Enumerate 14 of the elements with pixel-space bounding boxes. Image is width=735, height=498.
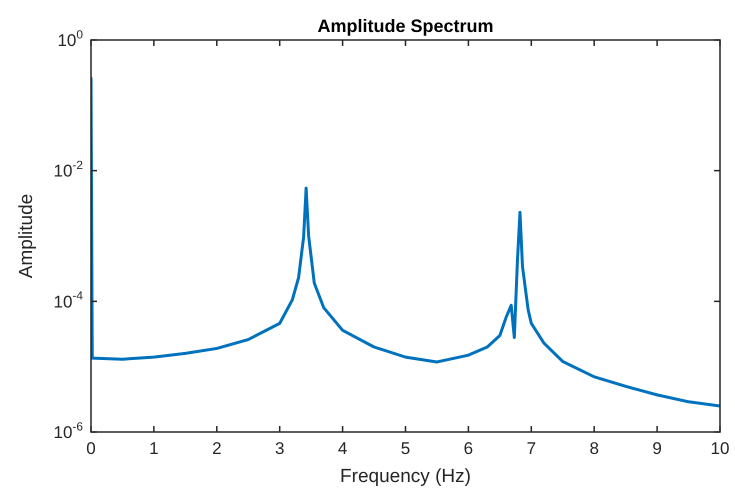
- x-tick-label: 4: [338, 439, 348, 458]
- chart-title: Amplitude Spectrum: [317, 16, 494, 36]
- x-tick-label: 7: [526, 439, 536, 458]
- x-tick-label: 10: [710, 439, 730, 458]
- x-tick-label: 3: [274, 439, 284, 458]
- x-axis-title: Frequency (Hz): [340, 466, 471, 487]
- x-tick-label: 0: [86, 439, 96, 458]
- x-tick-label: 6: [464, 439, 474, 458]
- x-tick-label: 8: [589, 439, 599, 458]
- x-tick-label: 9: [652, 439, 662, 458]
- x-tick-label: 1: [149, 439, 159, 458]
- y-axis-title: Amplitude: [16, 194, 37, 278]
- x-tick-label: 2: [212, 439, 222, 458]
- x-tick-label: 5: [400, 439, 410, 458]
